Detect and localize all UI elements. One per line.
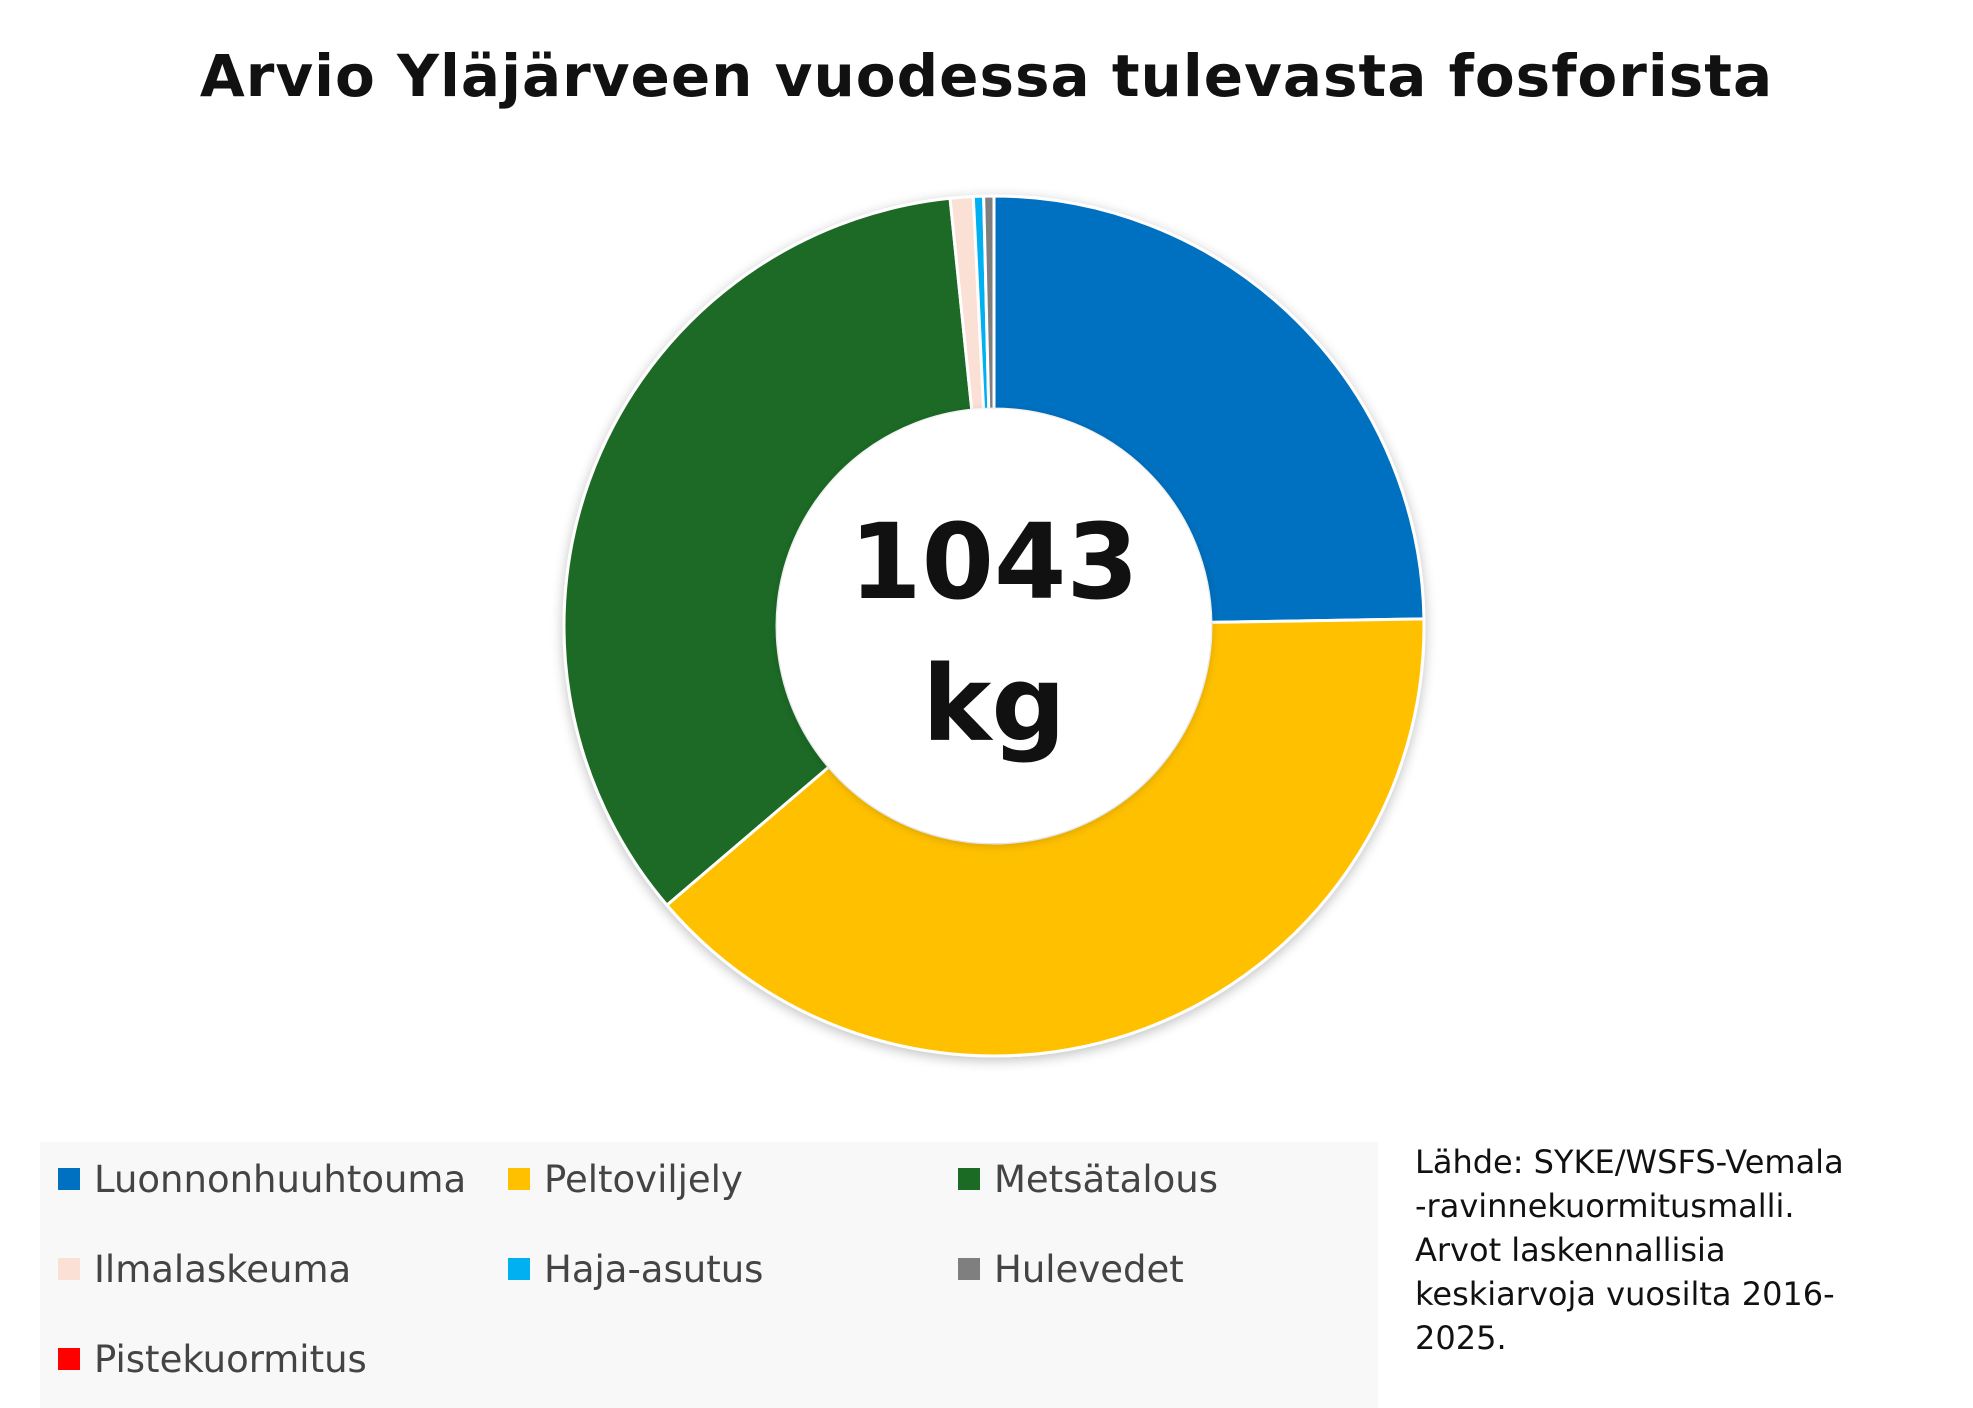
legend-label: Pistekuormitus [94,1337,367,1381]
source-note-line: 2025. [1415,1319,1507,1357]
source-note: Lähde: SYKE/WSFS-Vemala -ravinnekuormitu… [1415,1140,1935,1360]
legend-swatch [958,1258,980,1280]
legend-label: Peltoviljely [544,1157,743,1201]
legend-item-haja-asutus: Haja-asutus [508,1246,763,1292]
legend-label: Haja-asutus [544,1247,764,1291]
donut-chart [562,194,1426,1058]
center-total-value: 1043 [849,501,1139,623]
legend-item-peltoviljely: Peltoviljely [508,1156,743,1202]
legend-swatch [58,1348,80,1370]
source-note-line: keskiarvoja vuosilta 2016- [1415,1275,1835,1313]
source-note-line: Lähde: SYKE/WSFS-Vemala [1415,1143,1844,1181]
legend-label: Metsätalous [994,1157,1218,1201]
legend-label: Ilmalaskeuma [94,1247,352,1291]
donut-hole [777,409,1211,843]
legend-swatch [58,1258,80,1280]
chart-legend: Luonnonhuuhtouma Peltoviljely Metsätalou… [40,1142,1378,1408]
legend-item-ilmalaskeuma: Ilmalaskeuma [58,1246,351,1292]
legend-swatch [958,1168,980,1190]
legend-swatch [508,1168,530,1190]
legend-swatch [508,1258,530,1280]
source-note-line: -ravinnekuormitusmalli. [1415,1187,1795,1225]
legend-item-pistekuormitus: Pistekuormitus [58,1336,367,1382]
legend-item-metsatalous: Metsätalous [958,1156,1218,1202]
legend-swatch [58,1168,80,1190]
center-total-unit: kg [922,643,1066,765]
legend-label: Luonnonhuuhtouma [94,1157,467,1201]
legend-label: Hulevedet [994,1247,1184,1291]
source-note-line: Arvot laskennallisia [1415,1231,1726,1269]
legend-item-hulevedet: Hulevedet [958,1246,1184,1292]
chart-title: Arvio Yläjärveen vuodessa tulevasta fosf… [199,42,1774,110]
legend-item-luonnonhuuhtouma: Luonnonhuuhtouma [58,1156,466,1202]
